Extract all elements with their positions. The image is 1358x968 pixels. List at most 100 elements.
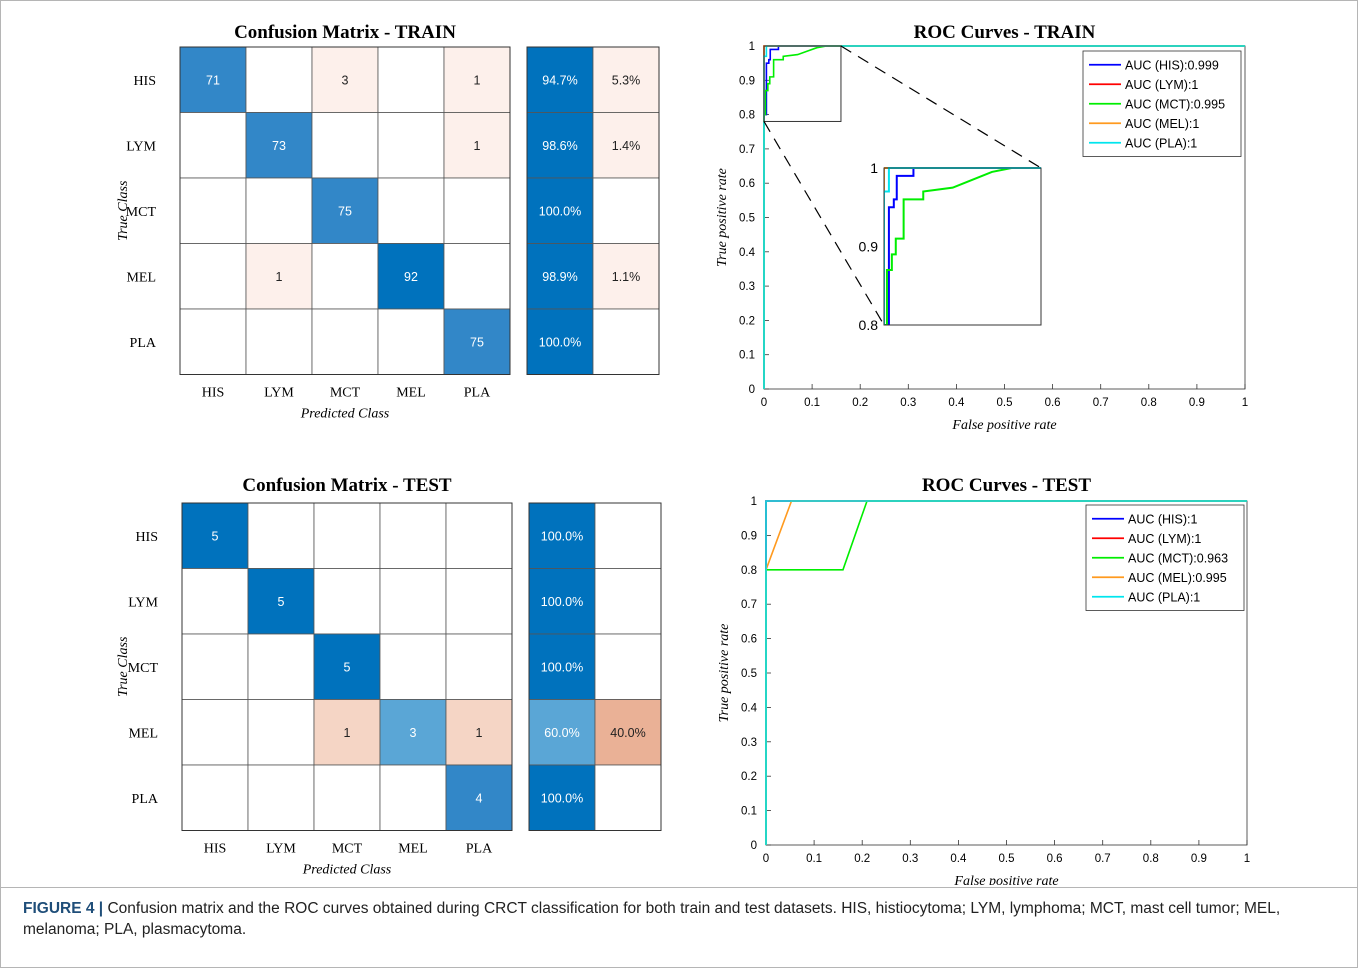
cm-summary-value: 1.1%: [612, 270, 641, 284]
cm-row-label: LYM: [126, 139, 156, 154]
roc-xtick-label: 0.9: [1191, 853, 1207, 865]
cm-cell: [311, 112, 379, 179]
roc-ylabel: True positive rate: [715, 168, 730, 267]
cm-title: Confusion Matrix - TRAIN: [234, 22, 456, 43]
cm-summary-value: 1.4%: [612, 139, 641, 153]
cm-col-label: LYM: [264, 386, 294, 401]
cm-cell: [313, 633, 381, 700]
roc-ytick-label: 0: [749, 384, 755, 396]
cm-cell: [247, 502, 315, 569]
cm-summary-cell: [526, 112, 594, 179]
cm-col-label: LYM: [266, 842, 296, 857]
cm-xlabel: Predicted Class: [300, 407, 390, 422]
cm-row-label: MEL: [126, 270, 156, 285]
cm-row-label: MEL: [128, 726, 158, 741]
cm-cell: [379, 502, 447, 569]
roc-xtick-label: 0.5: [997, 397, 1013, 409]
roc-ytick-label: 0.5: [741, 668, 757, 680]
roc-series-line: [763, 45, 1245, 389]
cm-cell: [179, 112, 247, 179]
cm-summary-value: 100.0%: [541, 791, 583, 805]
cm-cell-value: 3: [410, 726, 417, 740]
cm-summary-cell: [592, 243, 660, 310]
roc-inset-ytick-label: 0.8: [859, 317, 879, 333]
cm-cell: [179, 177, 247, 244]
roc-ytick-label: 0.6: [739, 178, 755, 190]
roc-inset-series-line: [884, 167, 1041, 325]
cm-cell-value: 1: [276, 270, 283, 284]
cm-summary-value: 5.3%: [612, 73, 641, 87]
roc-legend-label: AUC (PLA):1: [1125, 136, 1197, 150]
cm-summary-cell: [592, 308, 660, 375]
caption-text: Confusion matrix and the ROC curves obta…: [23, 900, 1281, 938]
cm-cell: [181, 699, 249, 766]
cm-cell: [181, 633, 249, 700]
roc-xtick-label: 0.9: [1189, 397, 1205, 409]
roc-ytick-label: 0.6: [741, 634, 757, 646]
roc-ytick-label: 0.2: [741, 771, 757, 783]
roc-curves-test: ROC Curves - TEST 0 0.1 0.2 0.3 0.4 0.5 0.6 0.7 0…: [717, 475, 1250, 885]
cm-cell: [443, 112, 511, 179]
cm-cell-value: 1: [476, 726, 483, 740]
cm-summary-value: 40.0%: [610, 726, 645, 740]
cm-summary-value: 100.0%: [539, 204, 581, 218]
roc-xtick-label: 0.8: [1141, 397, 1157, 409]
roc-legend: AUC (HIS):1 AUC (LYM):1 AUC (MCT):0.963 AUC…: [1085, 504, 1245, 611]
cm-cell: [379, 633, 447, 700]
cm-cell: [247, 699, 315, 766]
cm-cell: [179, 308, 247, 375]
roc-xtick-label: 0.2: [852, 397, 868, 409]
cm-cell: [377, 177, 445, 244]
cm-grid: 5 5 5 1 3 1 4: [181, 502, 513, 831]
cm-summary-cell: [528, 568, 596, 635]
cm-cell: [445, 633, 513, 700]
roc-ytick-label: 0.7: [741, 599, 757, 611]
roc-inset-ytick-label: 0.9: [859, 239, 879, 255]
roc-ytick-label: 1: [749, 41, 755, 53]
cm-col-label: MEL: [398, 842, 428, 857]
confusion-matrix-train: Confusion Matrix - TRAIN 71 3 1 73 1 75 1 92 75 HI…: [116, 22, 660, 422]
cm-summary-value: 94.7%: [542, 73, 577, 87]
roc-xtick-label: 0: [761, 397, 767, 409]
cm-frame: [181, 502, 513, 831]
cm-cell-value: 75: [338, 204, 352, 218]
cm-cell: [247, 568, 315, 635]
roc-ytick-label: 0.1: [741, 806, 757, 818]
roc-inset-series-line: [884, 167, 1041, 325]
cm-cell: [377, 308, 445, 375]
cm-row-summary: 94.7% 5.3% 98.6% 1.4% 100.0% 98.9% 1.1% 100.0%: [526, 46, 660, 375]
cm-cell: [377, 243, 445, 310]
roc-legend-label: AUC (HIS):1: [1128, 512, 1198, 526]
roc-ytick-label: 0.3: [739, 281, 755, 293]
cm-title: Confusion Matrix - TEST: [242, 475, 452, 496]
roc-legend-label: AUC (LYM):1: [1128, 532, 1201, 546]
roc-ytick-label: 0.8: [739, 110, 755, 122]
cm-col-label: MCT: [330, 386, 361, 401]
cm-cell: [311, 46, 379, 113]
roc-xtick-label: 0.1: [806, 853, 822, 865]
cm-summary-value: 100.0%: [541, 660, 583, 674]
roc-xtick-label: 0.6: [1045, 397, 1061, 409]
roc-inset-ytick-label: 1: [870, 160, 878, 176]
cm-summary-cell: [594, 502, 662, 569]
roc-xtick-label: 0.3: [902, 853, 918, 865]
roc-curves: [765, 500, 1247, 845]
cm-cell-value: 4: [476, 791, 483, 805]
cm-xlabel: Predicted Class: [302, 863, 392, 878]
roc-legend-label: AUC (HIS):0.999: [1125, 58, 1219, 72]
cm-cell-value: 1: [344, 726, 351, 740]
roc-ytick-label: 0.8: [741, 565, 757, 577]
cm-grid: 71 3 1 73 1 75 1 92 75: [179, 46, 511, 375]
roc-ytick-label: 0.9: [741, 530, 757, 542]
cm-cell: [311, 308, 379, 375]
roc-title: ROC Curves - TEST: [922, 475, 1091, 496]
cm-cell-value: 3: [342, 73, 349, 87]
roc-zoom-box: [763, 45, 842, 122]
cm-cell: [247, 633, 315, 700]
cm-summary-value: 98.6%: [542, 139, 577, 153]
cm-cell-value: 1: [474, 139, 481, 153]
cm-cell: [245, 308, 313, 375]
roc-xtick-label: 0.4: [948, 397, 965, 409]
cm-summary-frame: [528, 502, 662, 831]
roc-title: ROC Curves - TRAIN: [914, 22, 1096, 43]
